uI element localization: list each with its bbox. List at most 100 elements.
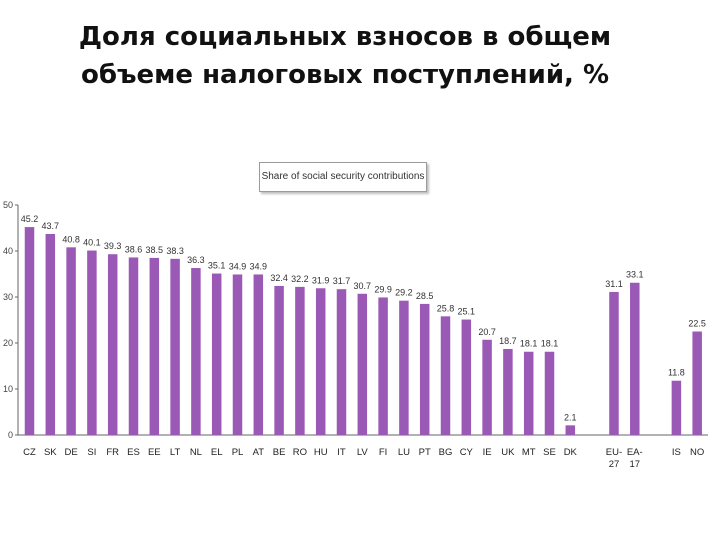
- y-tick-label: 20: [3, 338, 13, 348]
- category-label: BG: [439, 447, 453, 458]
- slide-title: Доля социальных взносов в общем объеме н…: [0, 18, 690, 94]
- category-label: SE: [543, 447, 556, 458]
- category-label: DE: [64, 447, 77, 458]
- bar: [149, 257, 160, 435]
- slide-title-line-2: объеме налоговых поступлений, %: [80, 60, 610, 90]
- bar-value-label: 39.3: [104, 241, 122, 251]
- bar: [399, 300, 409, 435]
- category-label: ES: [127, 447, 140, 458]
- bar-value-label: 38.5: [146, 245, 164, 255]
- bar-value-label: 38.3: [166, 246, 184, 256]
- bar-value-label: 31.1: [605, 279, 623, 289]
- bar-value-label: 18.7: [499, 336, 517, 346]
- category-label: FR: [106, 447, 119, 458]
- bar-value-label: 32.4: [270, 273, 288, 283]
- category-label: EL: [211, 447, 223, 458]
- bar: [315, 288, 326, 435]
- category-label: IT: [337, 447, 346, 458]
- bar: [336, 289, 347, 435]
- bar: [66, 247, 76, 435]
- bar: [461, 319, 472, 435]
- category-label: CZ: [23, 447, 36, 458]
- bar: [671, 380, 682, 435]
- category-label: AT: [253, 447, 265, 458]
- chart-legend: Share of social security contributions: [259, 162, 427, 192]
- bar: [24, 227, 35, 435]
- bar-value-label: 18.1: [541, 339, 559, 349]
- category-label: SK: [44, 447, 57, 458]
- category-label: UK: [501, 447, 515, 458]
- category-label: SI: [87, 447, 96, 458]
- category-label: LT: [170, 447, 181, 458]
- category-label: FI: [379, 447, 387, 458]
- category-label: HU: [314, 447, 328, 458]
- bar: [128, 257, 139, 435]
- category-label: DK: [564, 447, 578, 458]
- category-label: PL: [232, 447, 244, 458]
- legend-label: Share of social security contributions: [261, 171, 425, 182]
- bar-value-label: 31.9: [312, 275, 330, 285]
- bar: [440, 316, 451, 435]
- category-label: BE: [273, 447, 286, 458]
- category-label: PT: [419, 447, 431, 458]
- bar: [609, 291, 619, 435]
- bar: [630, 282, 640, 435]
- bar: [295, 286, 305, 435]
- category-label: MT: [522, 447, 536, 458]
- bar-value-label: 40.1: [83, 238, 101, 248]
- bar: [107, 254, 118, 435]
- bar: [692, 331, 702, 435]
- bar-value-label: 38.6: [125, 244, 143, 254]
- bar-value-label: 28.5: [416, 291, 434, 301]
- category-label: NO: [690, 447, 704, 458]
- bar-value-label: 33.1: [626, 270, 644, 280]
- bar: [357, 293, 368, 435]
- category-label: EA-17: [627, 447, 643, 470]
- category-label: LU: [398, 447, 410, 458]
- bar: [211, 273, 222, 435]
- y-tick-label: 10: [3, 384, 13, 394]
- bar: [565, 425, 576, 435]
- bar-value-label: 29.9: [374, 284, 392, 294]
- bar: [191, 268, 201, 435]
- bar: [87, 250, 97, 435]
- bar-value-label: 34.9: [250, 261, 268, 271]
- category-label: CY: [460, 447, 474, 458]
- bar-value-label: 11.8: [668, 368, 685, 378]
- category-label: IS: [672, 447, 681, 458]
- y-tick-label: 0: [8, 430, 13, 440]
- bar: [503, 348, 513, 435]
- category-label: RO: [293, 447, 307, 458]
- bar: [378, 297, 388, 435]
- bar: [253, 274, 264, 435]
- bar-value-label: 36.3: [187, 255, 205, 265]
- bar: [419, 303, 430, 435]
- bar-value-label: 35.1: [208, 261, 226, 271]
- category-label: LV: [357, 447, 369, 458]
- bar-value-label: 40.8: [62, 234, 80, 244]
- y-tick-label: 50: [3, 200, 13, 210]
- bar-value-label: 22.5: [688, 319, 706, 329]
- category-label: IE: [483, 447, 492, 458]
- bar: [232, 274, 243, 435]
- bar-value-label: 43.7: [42, 221, 60, 231]
- bar-value-label: 45.2: [21, 214, 39, 224]
- bar: [482, 339, 492, 435]
- bar-value-label: 29.2: [395, 288, 413, 298]
- bar: [274, 285, 284, 435]
- bar-value-label: 31.7: [333, 276, 351, 286]
- bar: [544, 351, 555, 435]
- bar-value-label: 34.9: [229, 261, 247, 271]
- bar: [523, 351, 534, 435]
- bar: [170, 258, 180, 435]
- bar-value-label: 2.1: [564, 412, 577, 422]
- bar-value-label: 20.7: [478, 327, 496, 337]
- bar-value-label: 18.1: [520, 339, 538, 349]
- category-label: EE: [148, 447, 161, 458]
- category-label: EU-27: [606, 447, 622, 470]
- bar: [45, 233, 56, 435]
- bar-value-label: 32.2: [291, 274, 309, 284]
- y-tick-label: 40: [3, 246, 13, 256]
- slide-title-line-1: Доля социальных взносов в общем: [78, 22, 612, 52]
